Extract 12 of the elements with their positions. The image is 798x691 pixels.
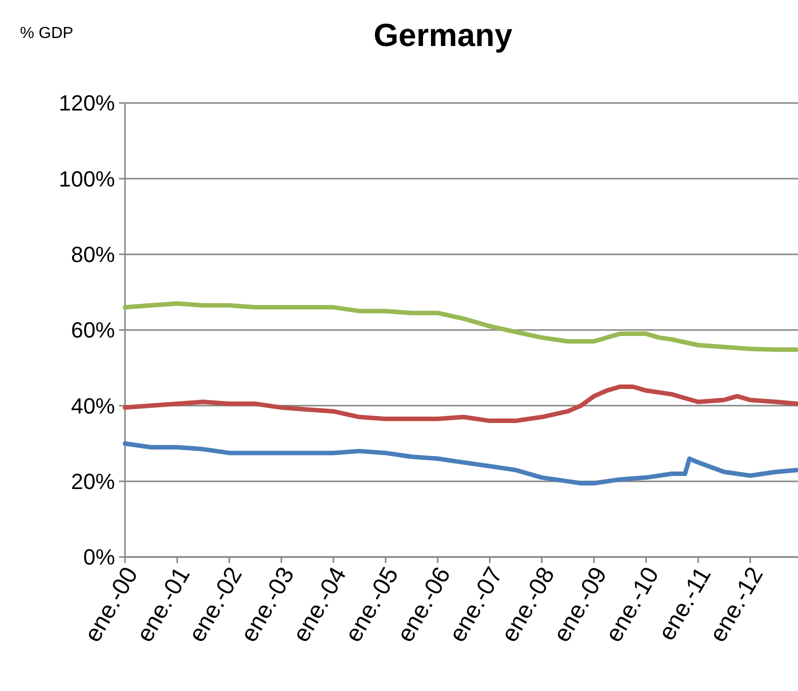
line-series (122, 384, 798, 424)
y-tick-label: 20% (70, 469, 115, 494)
y-tick-label: 120% (58, 90, 115, 116)
line-series (122, 301, 798, 352)
y-tick-label: 80% (70, 242, 115, 268)
line-series (122, 441, 798, 486)
chart-title: Germany (374, 17, 513, 53)
y-tick-label: 60% (70, 318, 115, 343)
y-tick-label: 40% (70, 393, 115, 418)
y-tick-label: 100% (58, 166, 115, 192)
y-tick-label: 0% (83, 544, 115, 570)
y-axis-title: % GDP (20, 25, 74, 42)
